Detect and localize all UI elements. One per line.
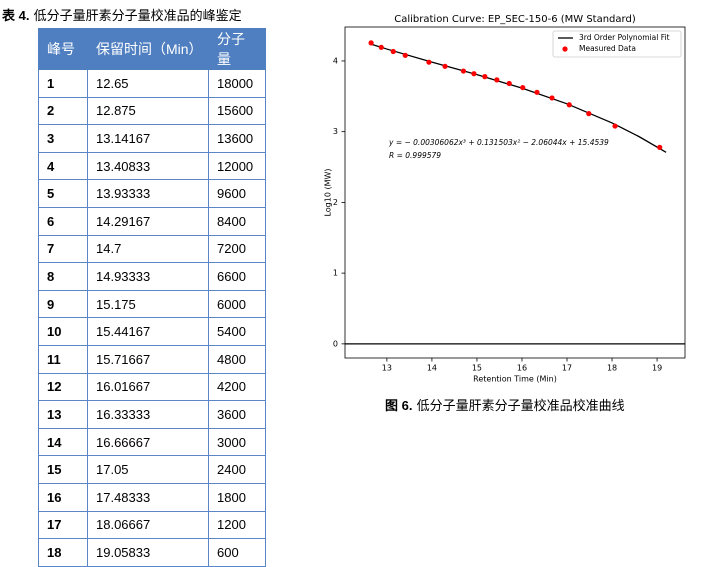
table-cell: 6000 <box>208 289 266 319</box>
data-point <box>494 77 500 83</box>
annotation: y = − 0.00306062x³ + 0.131503x² − 2.0604… <box>388 138 609 147</box>
table-row: 6 14.29167 8400 <box>38 206 266 236</box>
y-tick-label: 1 <box>333 269 338 278</box>
legend-swatch <box>562 46 568 52</box>
chart-title: Calibration Curve: EP_SEC-150-6 (MW Stan… <box>394 14 636 25</box>
fit-line <box>368 42 667 153</box>
legend-label: Measured Data <box>579 44 636 53</box>
table-cell: 12.65 <box>87 69 209 98</box>
data-point <box>368 40 374 46</box>
data-point <box>506 80 512 87</box>
table-row: 1 12.65 18000 <box>38 69 266 98</box>
data-point <box>378 44 384 50</box>
table-cell: 1800 <box>208 482 266 512</box>
y-tick-label: 0 <box>333 339 338 348</box>
table-cell: 3000 <box>208 427 266 457</box>
y-tick-label: 2 <box>333 198 338 207</box>
x-tick-label: 14 <box>427 364 437 373</box>
table-row: 13 16.33333 3600 <box>38 400 266 429</box>
table-cell: 15.71667 <box>87 344 209 374</box>
data-point <box>471 71 477 77</box>
table-cell: 1 <box>38 69 88 98</box>
x-tick-label: 15 <box>472 364 482 373</box>
y-axis-label: Log10 (MW) <box>324 168 333 216</box>
data-point <box>390 48 396 55</box>
legend-label: 3rd Order Polynomial Fit <box>579 33 670 42</box>
data-point <box>426 59 432 65</box>
annotation: R = 0.999579 <box>389 151 441 160</box>
table-cell: 1200 <box>208 510 266 540</box>
table-cell: 6600 <box>208 262 266 291</box>
plot-frame <box>344 26 686 359</box>
table-cell: 13.14167 <box>87 124 209 153</box>
table-cell: 3600 <box>208 400 266 429</box>
table-cell: 6 <box>38 206 88 236</box>
table-cell: 5400 <box>208 317 266 346</box>
table-row: 10 15.44167 5400 <box>38 317 266 346</box>
table-cell: 10 <box>38 317 88 346</box>
caption-label: 图 6. <box>385 398 413 413</box>
table-cell: 9 <box>38 289 88 319</box>
x-axis-label: Retention Time (Min) <box>473 375 557 384</box>
data-point <box>657 144 663 150</box>
table-cell: 14.7 <box>87 234 209 264</box>
table-row: 5 13.93333 9600 <box>38 179 266 208</box>
y-tick-label: 3 <box>333 127 338 136</box>
header-cell: 保留时间（Min） <box>87 28 209 70</box>
data-point <box>549 95 555 101</box>
table-cell: 4200 <box>208 372 266 402</box>
data-point <box>566 102 572 108</box>
x-tick-label: 17 <box>562 364 572 373</box>
data-point <box>534 89 540 95</box>
data-point <box>402 52 408 58</box>
table: 峰号 保留时间（Min） 分子量 1 12.65 18000 2 12.875 15600 3 13… <box>38 28 266 567</box>
table-cell: 18.06667 <box>87 510 209 540</box>
table-cell: 12 <box>38 372 88 402</box>
table-cell: 4800 <box>208 344 266 374</box>
data-point <box>482 74 488 80</box>
table-cell: 11 <box>38 344 88 374</box>
x-tick-label: 19 <box>652 364 662 373</box>
x-tick-label: 13 <box>382 364 392 373</box>
table-cell: 15.44167 <box>87 317 209 346</box>
header-row: 峰号 保留时间（Min） 分子量 <box>38 28 266 70</box>
caption-text: 低分子量肝素分子量校准品的峰鉴定 <box>33 9 242 24</box>
table-row: 8 14.93333 6600 <box>38 262 266 291</box>
x-tick-label: 16 <box>517 364 527 373</box>
data-point <box>612 123 618 129</box>
caption-text: 低分子量肝素分子量校准品校准曲线 <box>416 399 625 414</box>
legend-box <box>552 30 682 58</box>
data-point <box>586 111 592 117</box>
data-point <box>442 63 448 69</box>
table-cell: 14 <box>38 427 88 457</box>
header-cell: 分子量 <box>208 28 266 70</box>
caption-label: 表 4. <box>2 8 30 23</box>
table-cell: 2400 <box>208 455 266 484</box>
data-point <box>520 84 526 91</box>
table-cell: 17.48333 <box>87 482 209 512</box>
table-cell: 17.05 <box>87 455 209 484</box>
table-body: 1 12.65 18000 2 12.875 15600 3 13.14167 13600 4 13… <box>38 69 266 567</box>
table-row: 12 16.01667 4200 <box>38 372 266 402</box>
data-point <box>460 68 467 74</box>
table-caption: 表 4. 低分子量肝素分子量校准品的峰鉴定 <box>2 5 242 24</box>
table-cell: 12.875 <box>87 96 209 126</box>
table-row: 17 18.06667 1200 <box>38 510 266 540</box>
table-row: 16 17.48333 1800 <box>38 482 266 512</box>
table-cell: 16.33333 <box>87 400 209 429</box>
y-tick-label: 4 <box>333 56 338 65</box>
table-cell: 14.29167 <box>87 206 209 236</box>
table-cell: 13 <box>38 400 88 429</box>
table-cell: 5 <box>38 179 88 208</box>
table-cell: 17 <box>38 510 88 540</box>
x-tick-label: 18 <box>607 364 617 373</box>
table-row: 11 15.71667 4800 <box>38 344 266 374</box>
figure-caption: 图 6. 低分子量肝素分子量校准品校准曲线 <box>385 395 625 414</box>
table-cell: 18000 <box>208 69 266 98</box>
table-cell: 9600 <box>208 179 266 208</box>
header-cell: 峰号 <box>38 28 88 70</box>
